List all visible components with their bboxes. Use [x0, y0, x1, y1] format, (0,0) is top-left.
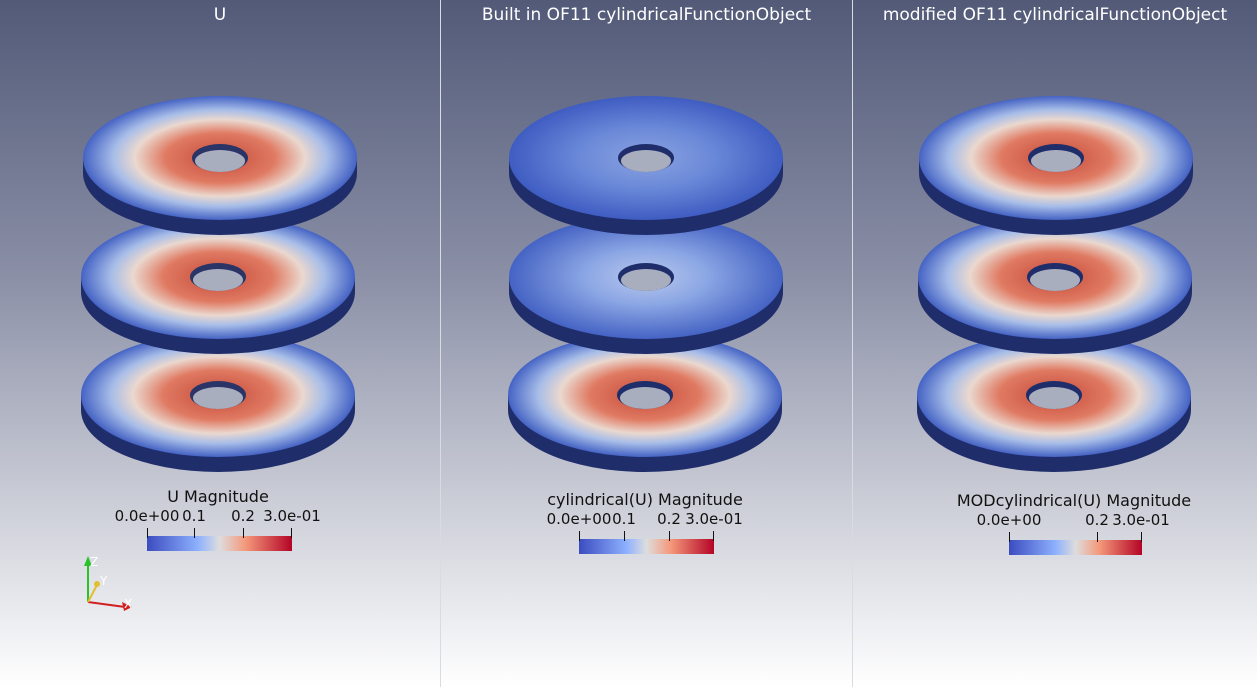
colorbar-tick	[1009, 532, 1010, 542]
view-title: Built in OF11 cylindricalFunctionObject	[481, 5, 812, 25]
render-view-1[interactable]: U	[0, 0, 440, 687]
colorbar-tick	[291, 528, 292, 538]
colorbar-tick	[579, 531, 580, 541]
tick-label-0: 0.0e+00	[114, 507, 180, 525]
tick-label-2: 0.2	[657, 510, 681, 528]
view-title: U	[213, 5, 227, 25]
tick-label-3: 3.0e-01	[685, 510, 743, 528]
colorbar-title: U Magnitude	[167, 487, 269, 506]
axis-x-label: X	[124, 597, 132, 611]
colorbar-tick	[624, 531, 625, 541]
disk-top	[509, 96, 783, 235]
disk-top	[919, 96, 1193, 235]
colorbar	[147, 536, 292, 551]
tick-label-0: 0.0e+00	[546, 510, 612, 528]
disk-middle	[509, 215, 783, 354]
disk-bottom	[917, 333, 1191, 472]
disk-stack: Z Y X	[81, 96, 357, 611]
view-title: modified OF11 cylindricalFunctionObject	[882, 5, 1228, 25]
colorbar-tick	[1097, 532, 1098, 542]
view-divider[interactable]	[440, 0, 441, 687]
disk-middle	[81, 215, 355, 354]
colorbar-tick	[713, 531, 714, 541]
tick-label-1: 0.1	[612, 510, 636, 528]
tick-label-0: 0.0e+00	[976, 511, 1042, 529]
disk-bottom	[508, 333, 782, 472]
colorbar-tick	[147, 528, 148, 538]
tick-label-1: 0.1	[182, 507, 206, 525]
colorbar-tick	[243, 528, 244, 538]
colorbar	[1009, 540, 1142, 555]
axis-y-label: Y	[99, 574, 108, 588]
colorbar-title: MODcylindrical(U) Magnitude	[956, 491, 1192, 510]
tick-label-2: 0.2	[231, 507, 255, 525]
orientation-axes: Z Y X	[84, 555, 132, 611]
colorbar-title: cylindrical(U) Magnitude	[547, 490, 743, 509]
colorbar-tick	[669, 531, 670, 541]
disk-stack	[508, 96, 783, 472]
tick-label-1: 0.2	[1085, 511, 1109, 529]
disk-bottom	[81, 333, 355, 472]
axis-z-label: Z	[90, 555, 98, 569]
colorbar	[579, 539, 714, 554]
disk-stack	[917, 96, 1193, 472]
tick-label-2: 3.0e-01	[1112, 511, 1170, 529]
tick-label-3: 3.0e-01	[263, 507, 321, 525]
disk-middle	[918, 215, 1192, 354]
colorbar-tick	[194, 528, 195, 538]
colorbar-tick	[1141, 532, 1142, 542]
render-view-2[interactable]: Built in OF11 cylindricalFunctionObject	[441, 0, 852, 687]
disk-top	[83, 96, 357, 235]
render-view-3[interactable]: modified OF11 cylindricalFunctionObject	[853, 0, 1257, 687]
view-divider[interactable]	[852, 0, 853, 687]
